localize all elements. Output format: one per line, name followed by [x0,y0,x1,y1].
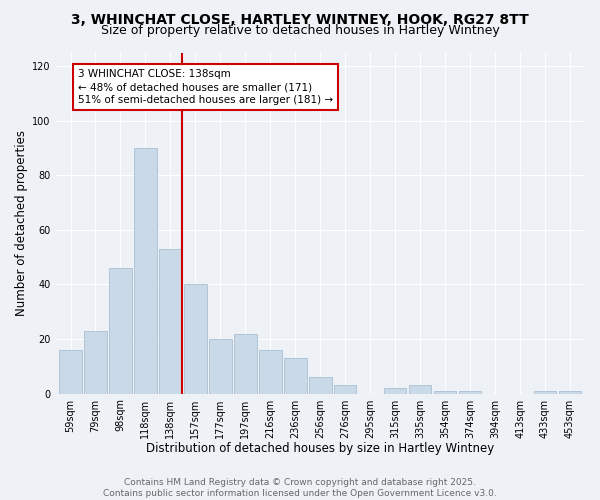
Bar [84,331,107,394]
Text: Size of property relative to detached houses in Hartley Wintney: Size of property relative to detached ho… [101,24,499,37]
Text: Contains HM Land Registry data © Crown copyright and database right 2025.
Contai: Contains HM Land Registry data © Crown c… [103,478,497,498]
X-axis label: Distribution of detached houses by size in Hartley Wintney: Distribution of detached houses by size … [146,442,494,455]
Bar [309,377,332,394]
Bar [334,386,356,394]
Bar [159,249,182,394]
Bar [534,391,556,394]
Y-axis label: Number of detached properties: Number of detached properties [15,130,28,316]
Text: 3 WHINCHAT CLOSE: 138sqm
← 48% of detached houses are smaller (171)
51% of semi-: 3 WHINCHAT CLOSE: 138sqm ← 48% of detach… [78,69,333,106]
Text: 3, WHINCHAT CLOSE, HARTLEY WINTNEY, HOOK, RG27 8TT: 3, WHINCHAT CLOSE, HARTLEY WINTNEY, HOOK… [71,12,529,26]
Bar [109,268,132,394]
Bar [184,284,206,394]
Bar [234,334,257,394]
Bar [459,391,481,394]
Bar [259,350,281,394]
Bar [134,148,157,394]
Bar [384,388,406,394]
Bar [409,386,431,394]
Bar [209,339,232,394]
Bar [59,350,82,394]
Bar [284,358,307,394]
Bar [434,391,457,394]
Bar [559,391,581,394]
